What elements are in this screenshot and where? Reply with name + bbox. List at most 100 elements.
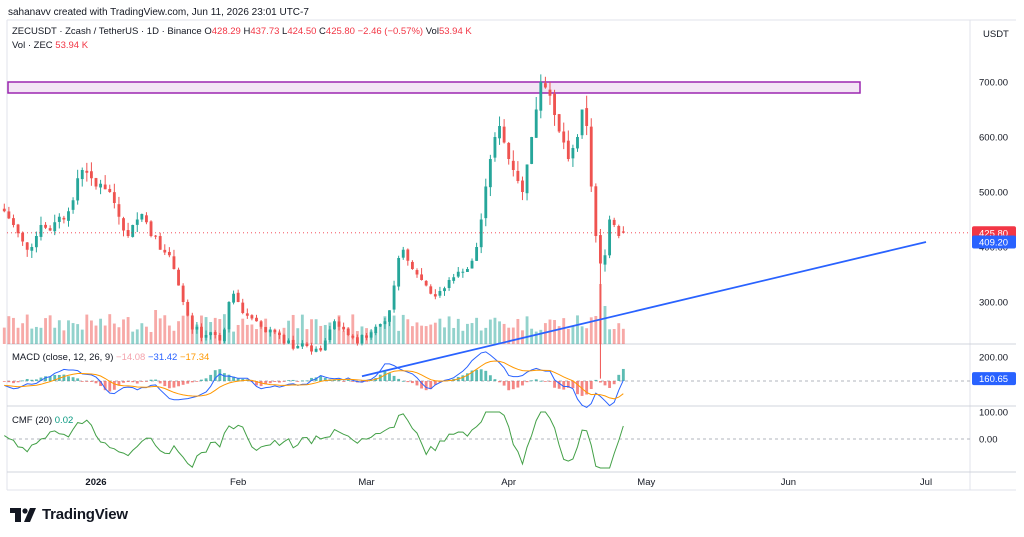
tradingview-logo-icon [10,507,36,522]
macd-histogram-bar [502,381,506,386]
macd-histogram-bar [131,381,135,383]
time-axis-label: Jun [781,477,796,488]
candle [296,346,300,349]
volume-bar [236,324,240,344]
macd-histogram-bar [539,380,543,382]
volume-bar [498,321,501,344]
volume-bar [346,327,350,344]
time-axis-label: Jul [920,477,932,488]
macd-histogram-bar [300,380,304,382]
volume-bar [57,320,61,344]
volume-value: 53.94 K [438,26,472,37]
macd-histogram-bar [177,381,180,387]
candle [461,271,465,273]
macd-histogram-bar [525,381,529,383]
candle [172,256,176,269]
volume-bar [507,327,511,344]
candle [186,301,190,316]
volume-bar [397,330,401,344]
macd-histogram-bar [553,381,556,388]
volume-bar [273,331,277,344]
volume-bar [264,318,268,344]
candle [429,286,433,294]
candle [488,159,492,188]
candle [415,270,419,275]
macd-histogram-bar [392,375,396,381]
low-price-label: 160.65 [979,374,1008,385]
macd-label[interactable]: MACD (close, 12, 26, 9) [12,352,114,363]
volume-bar [195,324,199,344]
candle [21,232,25,242]
macd-histogram-bar [117,381,121,386]
volume-bar [585,328,589,344]
macd-histogram-bar [337,379,341,381]
candle [12,218,15,225]
candle [378,324,382,327]
candle [7,211,11,219]
candle [117,204,121,217]
macd-line [4,351,624,408]
macd-histogram-bar [158,381,162,384]
volume-bar [543,323,547,344]
volume-bar [424,326,428,344]
cmf-label[interactable]: CMF (20) [12,415,53,426]
volume-bar [406,319,410,344]
volume-bar [44,318,47,344]
macd-histogram-bar [213,370,217,381]
volume-bar [470,323,474,344]
macd-histogram-bar [534,379,538,381]
candle [507,142,511,159]
macd-histogram-bar [484,370,488,381]
candle [534,109,538,138]
macd-histogram-bar [85,381,89,382]
volume-bar [305,329,309,344]
volume-bar [278,331,281,344]
macd-histogram-bar [420,381,424,389]
candle [48,228,52,231]
volume-bar [154,310,158,344]
volume-bar [39,327,43,344]
volume-bar [80,329,84,344]
candle [85,170,89,173]
currency-label[interactable]: USDT [983,29,1009,40]
volume-bar [300,314,304,344]
time-axis-label: Mar [358,477,374,488]
candle [539,82,543,111]
price-tick-label: 500.00 [979,188,1008,199]
macd-histogram-bar [511,381,515,390]
candle [62,217,66,220]
macd-histogram-bar [200,379,203,381]
volume-bar [135,329,139,344]
candle [67,211,70,221]
volume-bar [576,315,579,344]
macd-histogram-bar [126,381,130,382]
price-tick-label: 200.00 [979,353,1008,364]
volume-bar [53,327,57,344]
volume-bar [241,318,245,344]
cmf-line [4,411,624,469]
macd-histogram-bar [12,381,15,384]
volume-bar [163,315,167,344]
candle [76,178,80,201]
volume-bar [89,320,93,344]
candle [443,288,446,292]
volume-bar [126,317,130,344]
volume-bar [268,330,272,344]
candle [516,170,520,181]
volume-legend: Vol · ZEC 53.94 K [12,40,88,51]
macd-histogram-bar [305,380,309,382]
macd-histogram-bar [608,381,612,388]
close-value: 425.80 [325,26,355,37]
candle [145,215,148,223]
candle [245,313,249,316]
candle [25,242,29,250]
chart-credit: sahanavv created with TradingView.com, J… [8,7,309,18]
candle [493,137,497,158]
symbol-label[interactable]: ZECUSDT · Zcash / TetherUS · 1D · Binanc… [12,26,202,37]
volume-bar [323,324,327,344]
volume-row-label[interactable]: Vol · ZEC [12,40,53,51]
macd-histogram-bar [99,381,103,387]
macd-histogram-bar [488,375,492,381]
volume-bar [571,325,575,344]
